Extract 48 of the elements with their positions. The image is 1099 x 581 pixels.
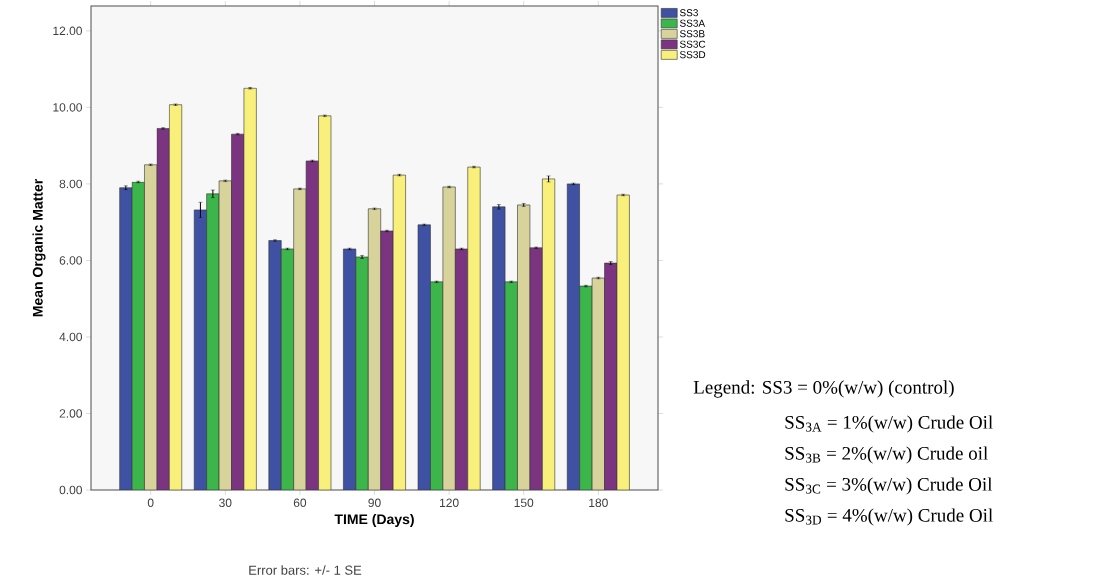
- text: SS$_{3B}$ = 2%(w/w) Crude oil: [785, 446, 988, 464]
- text: Legend: SS3 = 0%(w/w) (control): [693, 380, 954, 398]
- bar: [293, 188, 307, 490]
- bar: [355, 256, 369, 490]
- bar: [442, 186, 456, 490]
- bar: [280, 248, 294, 490]
- x-tick-label: 60: [293, 498, 307, 508]
- y-tick-label: 2.00: [59, 409, 82, 418]
- bar: [492, 206, 506, 490]
- legend-label: SS3: [679, 9, 698, 17]
- bar: [144, 164, 158, 490]
- bar: [579, 285, 593, 490]
- y-tick-label: 12.00: [53, 26, 82, 36]
- bar: [517, 204, 531, 490]
- y-tick-label: 6.00: [59, 256, 82, 265]
- x-tick-label: 180: [589, 498, 608, 508]
- x-axis-title: TIME (Days): [334, 513, 414, 527]
- text: Error bars: +/- 1 SE: [249, 565, 362, 575]
- y-tick-label: 8.00: [59, 179, 82, 189]
- bar: [417, 224, 431, 490]
- bar: [367, 208, 382, 490]
- bar: [430, 281, 444, 490]
- bar: [131, 181, 145, 490]
- bar: [193, 209, 207, 490]
- legend-label: SS3C: [679, 40, 706, 48]
- x-tick-label: 120: [440, 498, 459, 508]
- bar: [504, 281, 518, 490]
- y-axis-title: Mean Organic Matter: [32, 178, 46, 317]
- text: SS$_{3A}$ = 1%(w/w) Crude Oil: [785, 415, 993, 433]
- legend-label: SS3A: [679, 19, 706, 27]
- legend-label: SS3D: [679, 51, 706, 59]
- y-tick-label: 0.00: [59, 485, 82, 495]
- x-tick-label: 30: [219, 498, 232, 508]
- x-tick-label: 150: [514, 498, 534, 508]
- text: SS$_{3C}$ = 3%(w/w) Crude Oil: [785, 477, 993, 495]
- bar: [591, 277, 605, 490]
- bar: [343, 248, 357, 490]
- bar: [206, 193, 220, 490]
- x-tick-label: 90: [368, 498, 381, 508]
- text: SS$_{3D}$ = 4%(w/w) Crude Oil: [785, 508, 993, 526]
- y-tick-label: 4.00: [59, 332, 82, 342]
- bar: [119, 187, 133, 490]
- bar: [566, 183, 580, 490]
- bar: [218, 180, 232, 490]
- bar: [268, 240, 282, 490]
- y-tick-label: 10.00: [53, 103, 82, 112]
- x-tick-label: 0: [147, 498, 154, 508]
- legend-label: SS3B: [679, 30, 705, 38]
